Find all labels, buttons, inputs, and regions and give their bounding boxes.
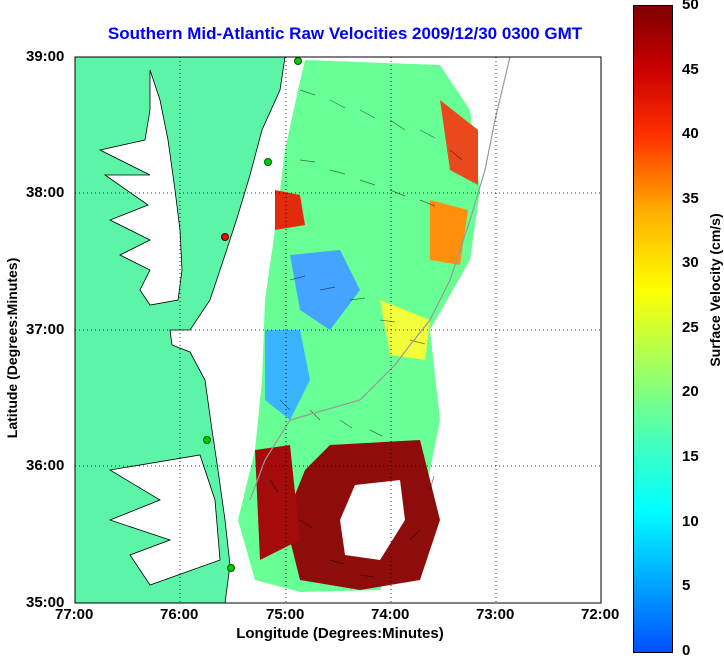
chesapeake-bay xyxy=(98,69,183,306)
field-hole xyxy=(340,480,405,560)
colorbar-tick: 10 xyxy=(682,513,699,530)
lon-tick: 74:00 xyxy=(371,606,410,623)
map-title: Southern Mid-Atlantic Raw Velocities 200… xyxy=(107,24,583,43)
grid-lines xyxy=(75,57,601,603)
station-marker xyxy=(221,233,229,241)
colorbar-tick: 25 xyxy=(682,319,699,336)
field-red-east xyxy=(440,100,478,185)
shelf-contour xyxy=(249,56,511,501)
colorbar-tick: 0 xyxy=(682,642,691,659)
lat-tick: 36:00 xyxy=(26,457,65,474)
station-marker xyxy=(264,158,272,166)
lon-tick: 77:00 xyxy=(55,606,94,623)
station-marker xyxy=(203,436,211,444)
colorbar-tick: 45 xyxy=(682,61,699,78)
y-axis-label: Latitude (Degrees:Minutes) xyxy=(4,257,20,439)
colorbar-label: Surface Velocity (cm/s) xyxy=(707,213,723,367)
colorbar-tick: 40 xyxy=(682,125,699,142)
lon-tick: 75:00 xyxy=(266,606,305,623)
lon-tick: 72:00 xyxy=(581,606,620,623)
colorbar-tick: 5 xyxy=(682,577,691,594)
lon-tick: 73:00 xyxy=(476,606,515,623)
velocity-arrows xyxy=(269,89,463,578)
field-orange-east xyxy=(430,200,468,265)
colorbar-tick: 35 xyxy=(682,190,699,207)
field-blue xyxy=(290,250,360,330)
station-marker xyxy=(294,57,302,65)
lat-tick: 35:00 xyxy=(26,594,65,611)
lat-tick: 39:00 xyxy=(26,48,65,65)
colorbar-tick: 30 xyxy=(682,254,699,271)
lon-tick: 76:00 xyxy=(160,606,199,623)
station-marker xyxy=(227,564,235,572)
x-axis-label: Longitude (Degrees:Minutes) xyxy=(236,625,444,642)
colorbar-tick: 20 xyxy=(682,383,699,400)
lat-tick: 38:00 xyxy=(26,184,65,201)
field-dark-west xyxy=(255,445,300,560)
colorbar-tick: 50 xyxy=(682,0,699,13)
lat-tick: 37:00 xyxy=(26,321,65,338)
field-red-north xyxy=(275,190,305,230)
colorbar xyxy=(633,5,673,653)
pamlico-sound xyxy=(108,454,221,586)
colorbar-tick: 15 xyxy=(682,448,699,465)
field-blue-2 xyxy=(265,330,310,420)
field-yellow xyxy=(380,300,430,360)
